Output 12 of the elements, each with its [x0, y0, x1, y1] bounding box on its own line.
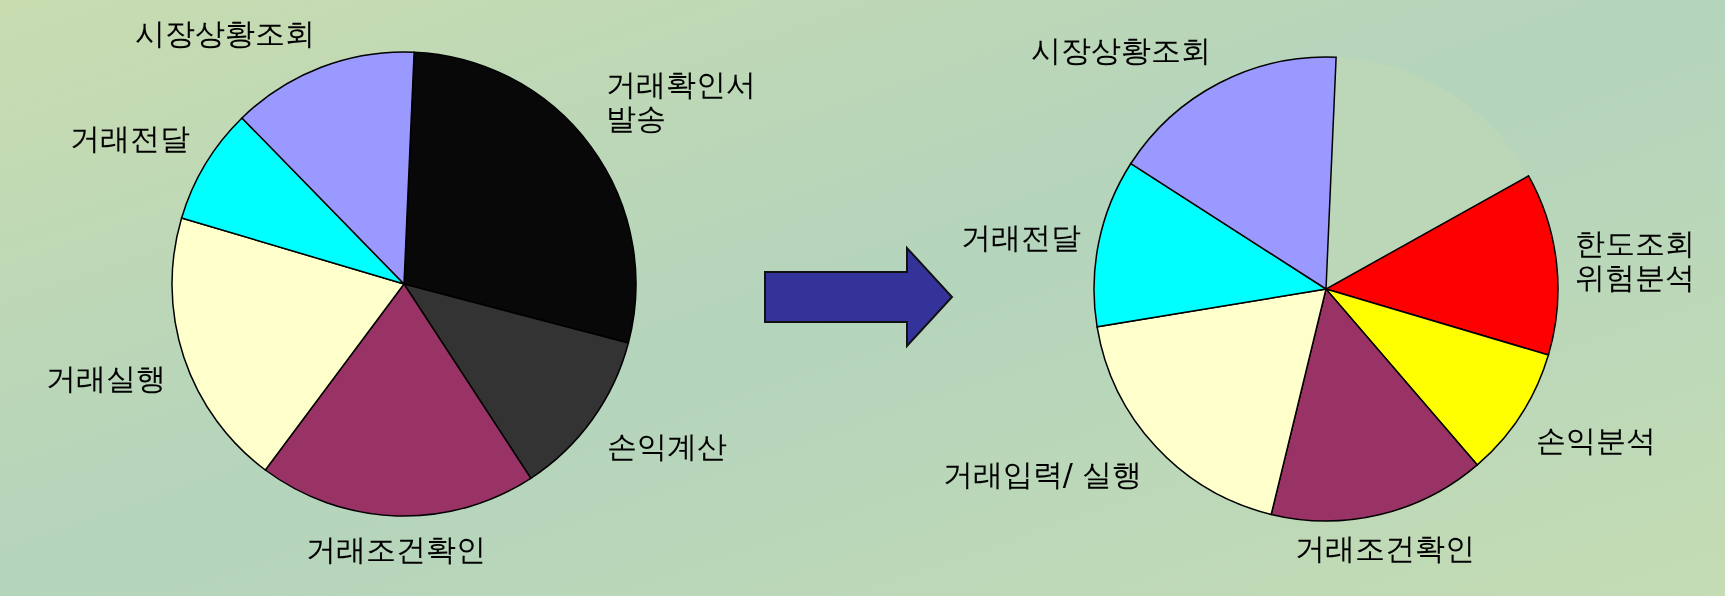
slice-label: 거래입력/ 실행	[942, 457, 1143, 493]
slice-label: 거래조건확인	[306, 532, 487, 568]
slice-label: 손익분석	[1536, 423, 1657, 459]
slice-label: 한도조회 위험분석	[1575, 226, 1696, 296]
slice-label: 거래확인서 발송	[605, 67, 756, 137]
slice-label: 거래전달	[960, 220, 1081, 256]
slice-label: 시장상황조회	[1030, 32, 1211, 68]
slice-label: 거래실행	[46, 361, 167, 397]
slice-label: 손익계산	[607, 428, 728, 464]
slice-label: 거래조건확인	[1294, 530, 1475, 566]
slice-label: 거래전달	[69, 120, 190, 156]
slice-label: 시장상황조회	[134, 15, 315, 51]
